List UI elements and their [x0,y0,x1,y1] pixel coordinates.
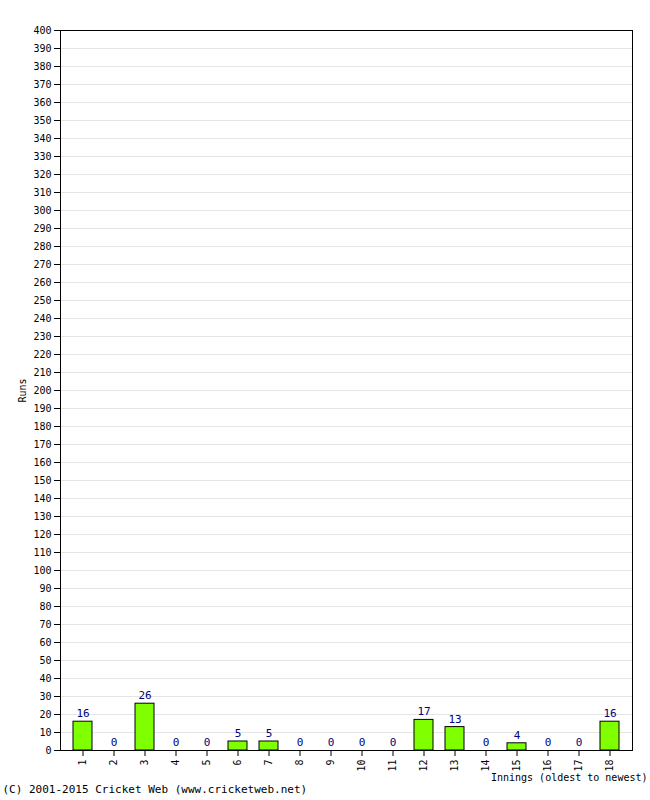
svg-text:8: 8 [294,760,305,766]
svg-text:370: 370 [33,79,51,90]
svg-text:190: 190 [33,403,51,414]
svg-text:9: 9 [325,760,336,766]
svg-text:12: 12 [418,760,429,772]
svg-text:0: 0 [328,736,335,749]
svg-text:380: 380 [33,61,51,72]
svg-text:20: 20 [39,709,51,720]
svg-text:30: 30 [39,691,51,702]
svg-text:0: 0 [359,736,366,749]
svg-text:13: 13 [448,713,461,726]
svg-text:7: 7 [263,760,274,766]
svg-text:360: 360 [33,97,51,108]
svg-text:6: 6 [232,760,243,766]
svg-text:0: 0 [173,736,180,749]
svg-text:320: 320 [33,169,51,180]
svg-text:160: 160 [33,457,51,468]
svg-text:110: 110 [33,547,51,558]
svg-text:150: 150 [33,475,51,486]
svg-text:50: 50 [39,655,51,666]
svg-text:5: 5 [201,760,212,766]
svg-text:220: 220 [33,349,51,360]
svg-text:0: 0 [111,736,118,749]
svg-text:17: 17 [573,760,584,772]
svg-text:Runs: Runs [17,378,28,402]
svg-text:340: 340 [33,133,51,144]
svg-text:140: 140 [33,493,51,504]
svg-text:17: 17 [417,705,430,718]
svg-text:270: 270 [33,259,51,270]
svg-text:16: 16 [76,707,89,720]
svg-text:230: 230 [33,331,51,342]
svg-text:0: 0 [545,736,552,749]
svg-text:11: 11 [387,760,398,772]
svg-text:240: 240 [33,313,51,324]
svg-text:(C) 2001-2015 Cricket Web (www: (C) 2001-2015 Cricket Web (www.cricketwe… [3,783,308,796]
svg-text:100: 100 [33,565,51,576]
svg-text:330: 330 [33,151,51,162]
svg-text:350: 350 [33,115,51,126]
svg-text:400: 400 [33,25,51,36]
svg-text:0: 0 [45,745,51,756]
svg-text:2: 2 [108,760,119,766]
svg-text:5: 5 [266,727,273,740]
svg-text:60: 60 [39,637,51,648]
svg-text:0: 0 [390,736,397,749]
svg-text:310: 310 [33,187,51,198]
svg-text:0: 0 [483,736,490,749]
svg-text:3: 3 [139,760,150,766]
svg-text:200: 200 [33,385,51,396]
svg-text:80: 80 [39,601,51,612]
svg-text:300: 300 [33,205,51,216]
svg-text:4: 4 [514,729,521,742]
svg-text:10: 10 [356,760,367,772]
svg-text:390: 390 [33,43,51,54]
svg-text:0: 0 [297,736,304,749]
svg-text:90: 90 [39,583,51,594]
svg-text:260: 260 [33,277,51,288]
svg-text:70: 70 [39,619,51,630]
svg-text:250: 250 [33,295,51,306]
svg-text:290: 290 [33,223,51,234]
svg-text:180: 180 [33,421,51,432]
svg-text:16: 16 [603,707,616,720]
svg-text:1: 1 [77,760,88,766]
svg-text:15: 15 [511,760,522,772]
svg-text:14: 14 [480,760,491,772]
svg-text:Innings (oldest to newest): Innings (oldest to newest) [491,772,648,783]
svg-text:4: 4 [170,760,181,766]
svg-text:0: 0 [576,736,583,749]
svg-text:130: 130 [33,511,51,522]
svg-text:16: 16 [542,760,553,772]
svg-text:10: 10 [39,727,51,738]
svg-text:13: 13 [449,760,460,772]
svg-text:26: 26 [138,689,151,702]
svg-text:40: 40 [39,673,51,684]
svg-text:170: 170 [33,439,51,450]
svg-text:18: 18 [604,760,615,772]
svg-text:280: 280 [33,241,51,252]
svg-text:210: 210 [33,367,51,378]
svg-text:5: 5 [235,727,242,740]
svg-text:120: 120 [33,529,51,540]
svg-text:0: 0 [204,736,211,749]
